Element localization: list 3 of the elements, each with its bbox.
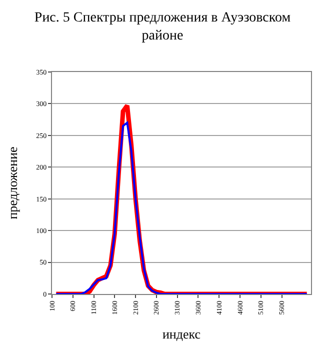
x-axis-title: индекс: [162, 326, 201, 342]
chart-title: Рис. 5 Спектры предложения в Ауэзовском районе: [34, 10, 291, 44]
y-axis-title: предложение: [5, 146, 20, 220]
